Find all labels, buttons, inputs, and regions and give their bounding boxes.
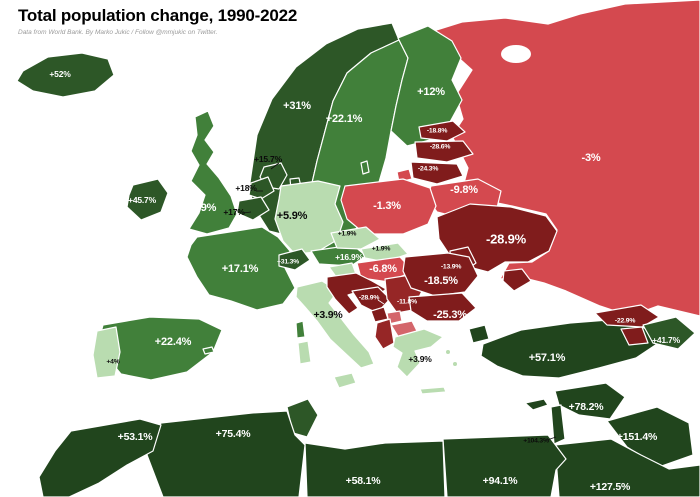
saudi-arabia-shape (554, 438, 700, 497)
crimea-shape (502, 268, 532, 292)
sardinia-shape (297, 340, 312, 365)
gotland-shape (360, 160, 370, 175)
estonia-shape (418, 120, 466, 142)
aegean-island-shape (453, 362, 457, 366)
united-kingdom-shape (188, 110, 238, 235)
lithuania-shape (410, 161, 464, 185)
page-subtitle: Data from World Bank. By Marko Jukic / F… (18, 29, 218, 36)
header: Total population change, 1990-2022 Data … (18, 6, 297, 36)
crete-shape (419, 386, 447, 395)
page-title: Total population change, 1990-2022 (18, 6, 298, 25)
cyprus-shape (524, 398, 549, 411)
georgia-shape (594, 304, 660, 328)
denmark-pointer (270, 162, 280, 170)
israel-pointer (546, 436, 557, 441)
france-shape (186, 226, 296, 311)
poland-shape (340, 178, 437, 235)
label-pointer-lines (242, 162, 557, 441)
algeria-shape (146, 410, 306, 497)
white-sea-shape (501, 45, 531, 63)
iceland-shape (16, 52, 115, 98)
czechia-shape (330, 226, 381, 250)
netherlands-shape (248, 176, 275, 200)
latvia-shape (414, 140, 474, 163)
corsica-shape (295, 320, 306, 339)
armenia-shape (620, 326, 649, 346)
morocco-shape (38, 418, 162, 497)
portugal-shape (92, 326, 121, 379)
sicily-shape (333, 372, 357, 389)
greece-shape (392, 328, 444, 378)
azerbaijan-shape (642, 316, 696, 350)
aegean-island-shape (446, 350, 450, 354)
ireland-shape (126, 178, 169, 221)
libya-shape (304, 440, 446, 497)
belgium-shape (236, 196, 270, 221)
germany-shape (274, 180, 344, 255)
turkey-thrace-shape (468, 324, 490, 344)
romania-shape (402, 252, 479, 297)
bosnia-herzegovina-shape (351, 286, 391, 314)
israel-lebanon-shape (550, 404, 566, 445)
balearics-shape (202, 346, 215, 355)
bulgaria-shape (408, 292, 477, 322)
switzerland-shape (278, 248, 311, 271)
egypt-shape (442, 434, 567, 497)
belgium-pointer (242, 211, 252, 214)
albania-shape (374, 318, 395, 350)
turkey-shape (480, 318, 658, 379)
bosnia-pointer (377, 299, 385, 305)
